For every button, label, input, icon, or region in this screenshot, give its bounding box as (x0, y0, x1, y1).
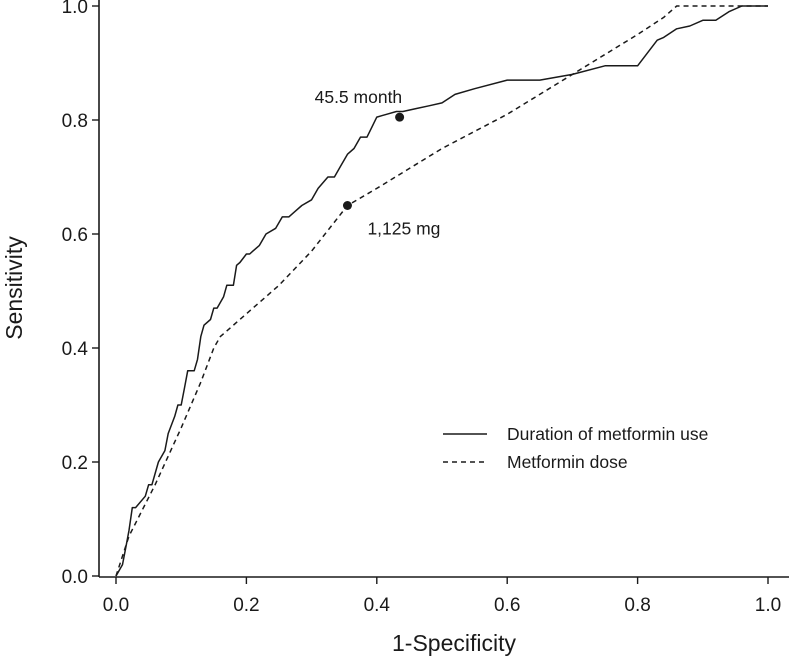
y-tick-label: 1.0 (62, 0, 88, 18)
cutoff-label: 1,125 mg (367, 219, 440, 239)
x-tick-label: 0.2 (233, 595, 259, 616)
cutoff-point (342, 201, 352, 210)
legend: Duration of metformin use Metformin dose (443, 424, 708, 472)
annotation-points: 45.5 month 1,125 mg (315, 87, 441, 238)
legend-label: Duration of metformin use (507, 424, 708, 444)
x-tick-label: 0.6 (494, 595, 520, 616)
x-tick-label: 0.0 (103, 595, 129, 616)
y-tick-label: 0.6 (62, 225, 88, 246)
y-axis-title: Sensitivity (1, 236, 27, 340)
y-tick-label: 0.4 (62, 339, 89, 360)
series-group (115, 5, 768, 577)
x-tick-label: 0.8 (624, 595, 650, 616)
ticks: 0.0 0.2 0.4 0.6 0.8 1.0 0.0 0.2 0.4 0.6 0.8 1.0 (62, 0, 782, 616)
x-tick-label: 1.0 (755, 595, 781, 616)
x-axis-title: 1-Specificity (392, 630, 516, 656)
y-tick-label: 0.0 (62, 567, 88, 588)
cutoff-point (395, 112, 405, 122)
x-tick-label: 0.4 (364, 595, 391, 616)
series-line-metformin-dose (115, 5, 768, 577)
y-tick-label: 0.2 (62, 453, 88, 474)
axes (98, 0, 789, 578)
legend-label: Metformin dose (507, 452, 628, 472)
cutoff-label: 45.5 month (315, 87, 403, 107)
y-tick-label: 0.8 (62, 111, 88, 132)
series-line-duration (115, 5, 768, 577)
